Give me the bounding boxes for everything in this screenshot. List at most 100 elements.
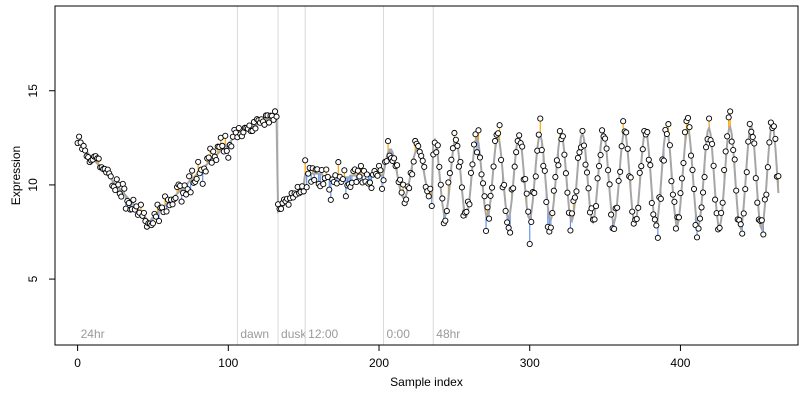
data-point bbox=[709, 140, 716, 147]
data-point bbox=[458, 184, 465, 191]
data-point bbox=[305, 170, 312, 177]
data-point bbox=[341, 167, 348, 174]
data-point bbox=[507, 229, 514, 236]
data-point bbox=[446, 170, 453, 177]
data-point bbox=[751, 140, 758, 147]
data-point bbox=[703, 144, 710, 151]
y-tick-label: 15 bbox=[26, 84, 40, 98]
x-tick-label: 200 bbox=[369, 356, 389, 370]
data-point bbox=[485, 215, 493, 222]
data-point bbox=[178, 198, 185, 205]
data-point bbox=[666, 142, 673, 149]
data-point bbox=[357, 162, 364, 169]
y-tick-label: 5 bbox=[26, 275, 40, 282]
data-point bbox=[95, 155, 102, 162]
data-point bbox=[118, 193, 125, 200]
data-point bbox=[668, 178, 675, 185]
data-point bbox=[743, 169, 750, 176]
data-point bbox=[700, 189, 707, 196]
data-point bbox=[439, 195, 446, 202]
data-point bbox=[576, 149, 583, 156]
data-point bbox=[457, 158, 464, 165]
data-point bbox=[716, 224, 723, 231]
data-point bbox=[205, 154, 212, 161]
data-point bbox=[195, 158, 202, 165]
time-marker-label: 12:00 bbox=[308, 327, 338, 341]
data-point bbox=[202, 168, 209, 175]
data-point bbox=[602, 135, 609, 142]
data-point bbox=[543, 198, 550, 206]
data-point bbox=[186, 173, 193, 180]
data-point bbox=[583, 169, 591, 176]
data-point bbox=[410, 158, 417, 165]
data-point bbox=[472, 131, 479, 138]
data-point bbox=[323, 166, 330, 173]
data-point bbox=[271, 108, 279, 115]
data-point bbox=[210, 148, 217, 155]
data-point bbox=[363, 171, 371, 178]
data-point bbox=[427, 185, 434, 192]
data-point bbox=[537, 115, 544, 122]
data-point bbox=[724, 133, 731, 140]
data-point bbox=[380, 177, 387, 184]
fitted-curve bbox=[76, 113, 780, 233]
data-point bbox=[532, 173, 539, 180]
data-point bbox=[377, 167, 384, 174]
data-point bbox=[663, 130, 670, 138]
data-point bbox=[121, 185, 128, 192]
data-point bbox=[633, 215, 640, 223]
data-point bbox=[547, 224, 554, 231]
data-point bbox=[246, 122, 253, 129]
data-point bbox=[650, 211, 657, 218]
data-point bbox=[763, 191, 770, 198]
data-point bbox=[644, 129, 651, 136]
data-point bbox=[618, 143, 625, 150]
data-point bbox=[140, 209, 147, 216]
data-point bbox=[540, 162, 547, 169]
data-point bbox=[748, 128, 755, 135]
data-point bbox=[760, 231, 767, 238]
data-point bbox=[495, 130, 502, 137]
data-point bbox=[504, 219, 511, 226]
data-point bbox=[728, 138, 735, 145]
data-point bbox=[406, 185, 413, 192]
data-point bbox=[354, 167, 361, 174]
data-point bbox=[746, 120, 753, 127]
data-point bbox=[531, 189, 538, 197]
data-point bbox=[473, 149, 481, 156]
data-point bbox=[627, 174, 634, 181]
plot-frame bbox=[54, 5, 799, 346]
data-point bbox=[324, 173, 331, 180]
data-point bbox=[482, 227, 490, 234]
data-point bbox=[541, 167, 548, 174]
data-point bbox=[433, 149, 440, 156]
data-point bbox=[311, 176, 318, 184]
data-point bbox=[651, 216, 658, 223]
data-point bbox=[475, 127, 482, 134]
data-point bbox=[448, 156, 455, 163]
data-point bbox=[693, 234, 701, 241]
data-point bbox=[445, 179, 452, 186]
data-point bbox=[353, 178, 360, 186]
data-point bbox=[492, 137, 499, 145]
data-point bbox=[169, 201, 176, 208]
data-point bbox=[489, 184, 496, 191]
data-point bbox=[591, 216, 598, 223]
data-point bbox=[496, 122, 503, 129]
data-point bbox=[731, 156, 738, 163]
data-point bbox=[152, 213, 160, 220]
data-point bbox=[712, 196, 719, 203]
data-point bbox=[235, 124, 242, 132]
data-point bbox=[639, 146, 646, 153]
data-point bbox=[383, 158, 390, 165]
data-point bbox=[592, 203, 600, 210]
y-tick-label: 10 bbox=[26, 178, 40, 192]
data-point bbox=[112, 187, 119, 194]
data-point bbox=[745, 138, 752, 145]
data-point bbox=[629, 208, 636, 215]
data-point bbox=[550, 187, 557, 194]
data-point bbox=[163, 208, 170, 215]
data-point bbox=[476, 154, 484, 161]
data-point bbox=[681, 129, 689, 136]
data-point bbox=[522, 176, 529, 183]
